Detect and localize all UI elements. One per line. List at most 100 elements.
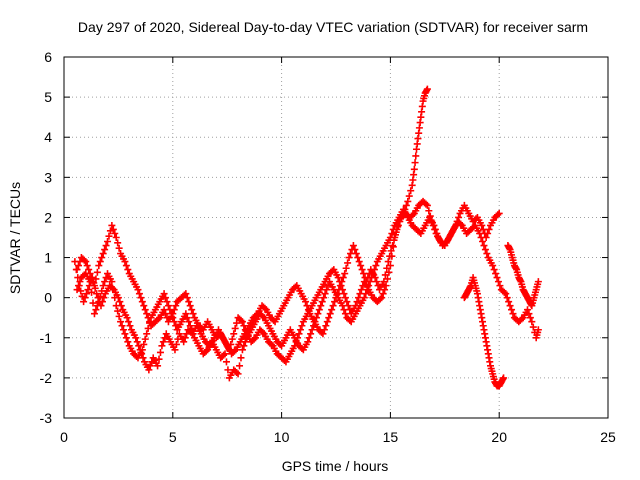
data-point	[146, 319, 154, 327]
data-point	[349, 242, 357, 250]
data-point	[119, 326, 127, 334]
data-point	[182, 290, 190, 298]
data-point	[125, 318, 133, 326]
data-point	[480, 242, 488, 250]
data-point	[183, 314, 191, 322]
data-point	[77, 287, 85, 295]
data-point	[71, 258, 79, 266]
data-point	[483, 250, 491, 258]
data-point	[296, 326, 304, 334]
data-point	[231, 324, 239, 332]
data-point	[320, 294, 328, 302]
data-point	[423, 85, 431, 93]
data-point	[368, 274, 376, 282]
data-point	[453, 217, 461, 225]
data-point	[362, 290, 370, 298]
data-point	[166, 306, 174, 314]
data-point	[122, 334, 130, 342]
data-point	[189, 330, 197, 338]
data-point	[323, 286, 331, 294]
data-point	[341, 270, 349, 278]
data-point	[238, 346, 246, 354]
data-point	[479, 238, 487, 246]
data-point	[236, 362, 244, 370]
data-point	[295, 330, 303, 338]
data-point	[381, 271, 389, 279]
data-point	[489, 262, 497, 270]
data-point	[143, 330, 151, 338]
data-point	[455, 213, 463, 221]
data-point	[492, 270, 500, 278]
data-point	[425, 207, 433, 215]
data-point	[352, 250, 360, 258]
data-point	[378, 294, 386, 302]
data-point	[345, 254, 353, 262]
data-point	[93, 290, 101, 298]
data-point	[351, 246, 359, 254]
y-tick-label: 2	[44, 209, 52, 225]
data-point	[238, 318, 246, 326]
data-point	[490, 266, 498, 274]
data-point	[431, 225, 439, 233]
data-point	[99, 282, 107, 290]
data-point	[76, 278, 84, 286]
data-point	[91, 284, 99, 292]
data-point	[140, 340, 148, 348]
data-point	[502, 290, 510, 298]
data-point	[182, 310, 190, 318]
plot-frame	[63, 56, 609, 419]
data-point	[338, 278, 346, 286]
data-point	[102, 242, 110, 250]
data-point	[144, 324, 152, 332]
data-point	[230, 330, 238, 338]
data-point	[163, 298, 171, 306]
data-point	[160, 290, 168, 298]
data-point	[220, 351, 228, 359]
y-tick-label: -3	[40, 410, 53, 426]
data-point	[99, 250, 107, 258]
y-tick-label: 5	[44, 89, 52, 105]
data-point	[341, 310, 349, 318]
data-point	[141, 335, 149, 343]
data-point	[365, 282, 373, 290]
data-point	[83, 262, 91, 270]
data-point	[241, 338, 249, 346]
data-point	[228, 335, 236, 343]
data-point	[411, 159, 419, 167]
x-tick-label: 10	[274, 429, 290, 445]
y-tick-label: -2	[40, 370, 53, 386]
data-point	[112, 234, 120, 241]
data-point	[423, 201, 431, 209]
data-point	[141, 306, 149, 314]
data-point	[180, 338, 188, 346]
data-point	[156, 348, 164, 356]
data-point	[383, 275, 391, 283]
x-tick-label: 0	[60, 429, 68, 445]
data-point	[534, 326, 542, 334]
data-point	[233, 319, 241, 327]
data-point	[326, 310, 334, 318]
data-point	[341, 294, 349, 302]
data-point	[529, 323, 537, 331]
data-point	[138, 298, 146, 306]
data-point	[98, 287, 106, 295]
y-tick-label: 4	[44, 129, 52, 145]
data-point	[133, 338, 141, 346]
data-point	[154, 362, 162, 370]
data-point	[528, 318, 536, 326]
data-point	[115, 244, 123, 252]
data-point	[250, 335, 258, 343]
data-point	[75, 262, 83, 270]
data-point	[240, 342, 248, 350]
data-point	[111, 229, 119, 237]
data-point	[303, 302, 311, 310]
data-point	[146, 362, 154, 370]
data-point	[108, 221, 116, 229]
data-point	[221, 350, 229, 358]
data-point	[328, 306, 336, 314]
data-point	[526, 314, 534, 322]
data-point	[366, 278, 374, 286]
data-point	[496, 282, 504, 290]
data-point	[305, 334, 313, 342]
data-point	[523, 306, 531, 314]
